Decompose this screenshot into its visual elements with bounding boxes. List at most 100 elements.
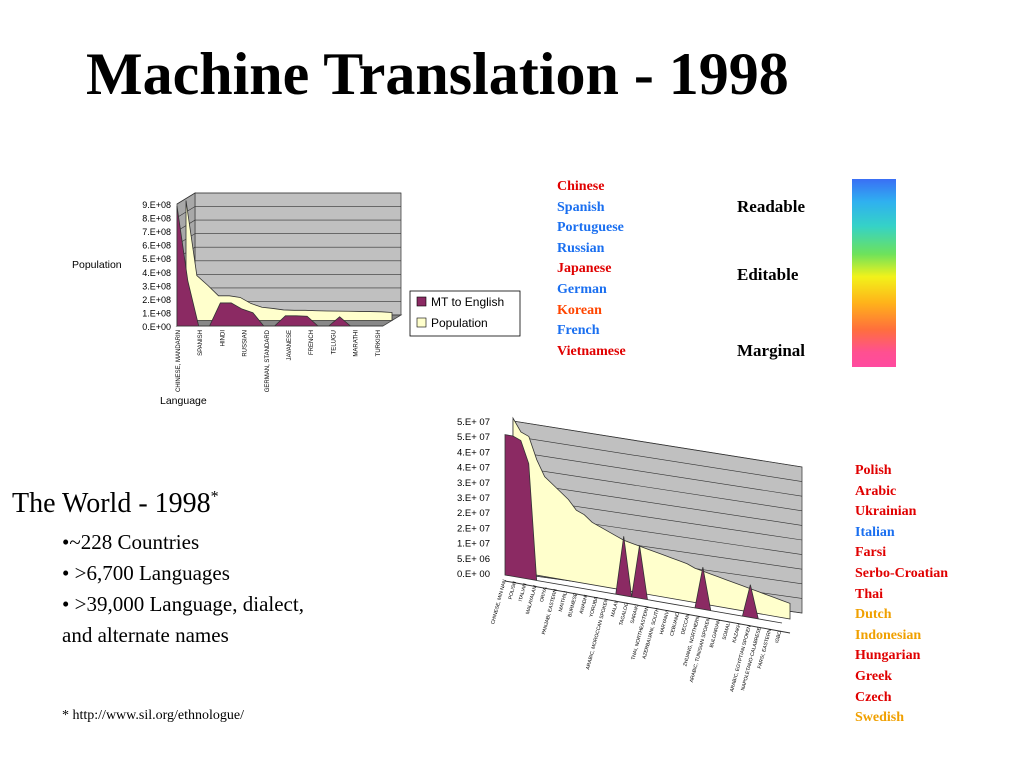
chart2-y-tick: 2.E+ 07 [457,508,490,519]
chart1-y-tick: 3.E+08 [142,281,171,291]
quality-label-readable: Readable [737,197,805,216]
chart2-x-tick: TAGALOG [618,602,630,627]
chart1-series-mt-to-english [176,205,383,327]
chart1-x-tick: HINDI [220,330,226,347]
language-korean: Korean [557,302,602,318]
chart2-y-tick: 1.E+ 07 [457,539,490,550]
chart2-x-tick: MALAY [610,599,620,617]
bullet-languages: • >6,700 Languages [62,561,230,585]
language-spanish: Spanish [557,199,605,215]
chart2-x-tick: IGBO [774,630,783,644]
chart1-y-axis-title: Population [72,259,122,271]
chart1-x-tick: RUSSIAN [243,330,249,357]
language-arabic: Arabic [855,483,897,499]
language-greek: Greek [855,668,893,684]
chart1-legend-label-mt: MT to English [431,295,504,309]
chart2-y-tick: 5.E+ 07 [457,432,490,443]
chart2-y-tick: 2.E+ 07 [457,523,490,534]
chart1-y-tick: 5.E+08 [142,254,171,264]
chart1-x-tick: GERMAN, STANDARD [265,329,271,392]
language-chinese: Chinese [557,179,605,194]
language-german: German [557,281,607,297]
chart2-x-tick: DECCAN [680,613,691,635]
chart2-x-tick: SARAIKI [630,604,641,625]
chart2-gridline [512,481,803,526]
chart1-y-tick: 9.E+08 [142,200,171,210]
chart1-gridline [176,192,401,205]
chart2-y-tick: 3.E+ 07 [457,478,490,489]
chart2-y-tick: 4.E+ 07 [457,447,490,458]
chart1-legend-swatch-mt [416,296,427,307]
chart2-x-tick: ORIYA [539,586,549,603]
language-japanese: Japanese [557,261,612,277]
chart1-y-tick: 2.E+08 [142,295,171,305]
chart2-x-tick: BULGARIAN [709,618,722,648]
second-languages-list: Polish Arabic Ukrainian Italian Farsi Serbo-C… [855,461,948,729]
language-swedish: Swedish [855,710,905,726]
language-french: French [557,323,600,339]
population-chart-second-languages: 5.E+ 07 5.E+ 07 4.E+ 07 4.E+ 07 3.E+ 07 3.E+ … [457,416,803,693]
slide-title: Machine Translation - 1998 [86,41,789,107]
chart1-legend-box [409,290,521,337]
language-indonesian: Indonesian [855,627,922,643]
chart2-series-population [512,416,791,620]
chart1-gridline [176,219,401,232]
chart2-x-tick: YORUBA [588,595,599,618]
chart1-legend-label-population: Population [431,316,488,330]
chart2-x-tick: AWADHI [579,594,590,615]
quality-label-editable: Editable [737,265,799,284]
chart1-x-tick: FRENCH [309,330,315,355]
chart2-gridline [512,466,803,512]
chart2-y-tick: 4.E+ 07 [457,463,490,474]
chart1-y-tick: 7.E+08 [142,227,171,237]
language-hungarian: Hungarian [855,648,921,664]
chart2-floor-edge [504,580,791,634]
chart1-gridline [176,206,401,218]
chart2-y-tick: 5.E+ 07 [457,417,490,428]
chart2-x-tick: MAITHILI [558,590,569,612]
chart1-series-population [185,200,393,321]
language-vietnamese: Vietnamese [557,343,626,359]
chart2-gridline [512,435,803,482]
footnote-link[interactable]: * http://www.sil.org/ethnologue/ [62,708,244,723]
chart1-x-tick: SPANISH [198,330,204,356]
language-serbo-croatian: Serbo-Croatian [855,565,949,581]
chart1-y-tick: 4.E+08 [142,268,171,278]
chart2-x-tick: ARABIC, MOROCCAN SPOKEN [585,598,610,671]
language-polish: Polish [855,463,892,478]
chart1-x-tick: TURKISH [376,330,382,356]
bullet-countries: •~228 Countries [62,530,200,554]
chart1-x-tick: MARATHI [354,330,360,357]
language-russian: Russian [557,240,605,256]
language-farsi: Farsi [855,545,887,561]
chart1-legend-swatch-population [416,317,427,328]
chart2-y-tick: 5.E+ 06 [457,554,490,565]
chart2-gridline [512,420,803,468]
bullet-names-continued: and alternate names [62,623,229,647]
chart1-x-tick: CHINESE, MANDARIN [176,330,182,392]
world-heading: The World - 1998* [12,488,219,520]
bullet-names: • >39,000 Language, dialect, [62,592,304,616]
chart1-gridline [176,233,401,245]
quality-label-marginal: Marginal [737,341,805,360]
chart1-y-tick: 6.E+08 [142,241,171,251]
footnote-mark: * [210,488,219,506]
language-italian: Italian [855,524,895,540]
chart2-x-tick: SOMALI [722,621,733,641]
world-heading-text: The World - 1998 [12,488,211,519]
chart1-y-tick: 0.E+00 [142,322,171,332]
chart1-x-axis-title: Language [160,395,207,407]
chart2-x-tick: CHINESE, MIN NAN [490,579,508,625]
quality-gradient-bar [852,179,896,367]
language-czech: Czech [855,689,892,705]
chart1-y-tick: 8.E+08 [142,214,171,224]
language-ukrainian: Ukrainian [855,504,917,520]
language-thai: Thai [855,586,884,602]
chart2-x-tick: MALAYALAM [525,585,539,615]
chart2-series-mt-to-english [504,434,783,624]
chart1-x-tick: JAVANESE [287,330,293,360]
chart2-y-tick: 3.E+ 07 [457,493,490,504]
chart2-y-tick: 0.E+ 00 [457,569,490,580]
population-chart-top-languages: 9.E+08 8.E+08 7.E+08 6.E+08 5.E+08 4.E+08 3.E+… [72,192,521,407]
chart2-x-tick: POLISH [508,580,519,600]
